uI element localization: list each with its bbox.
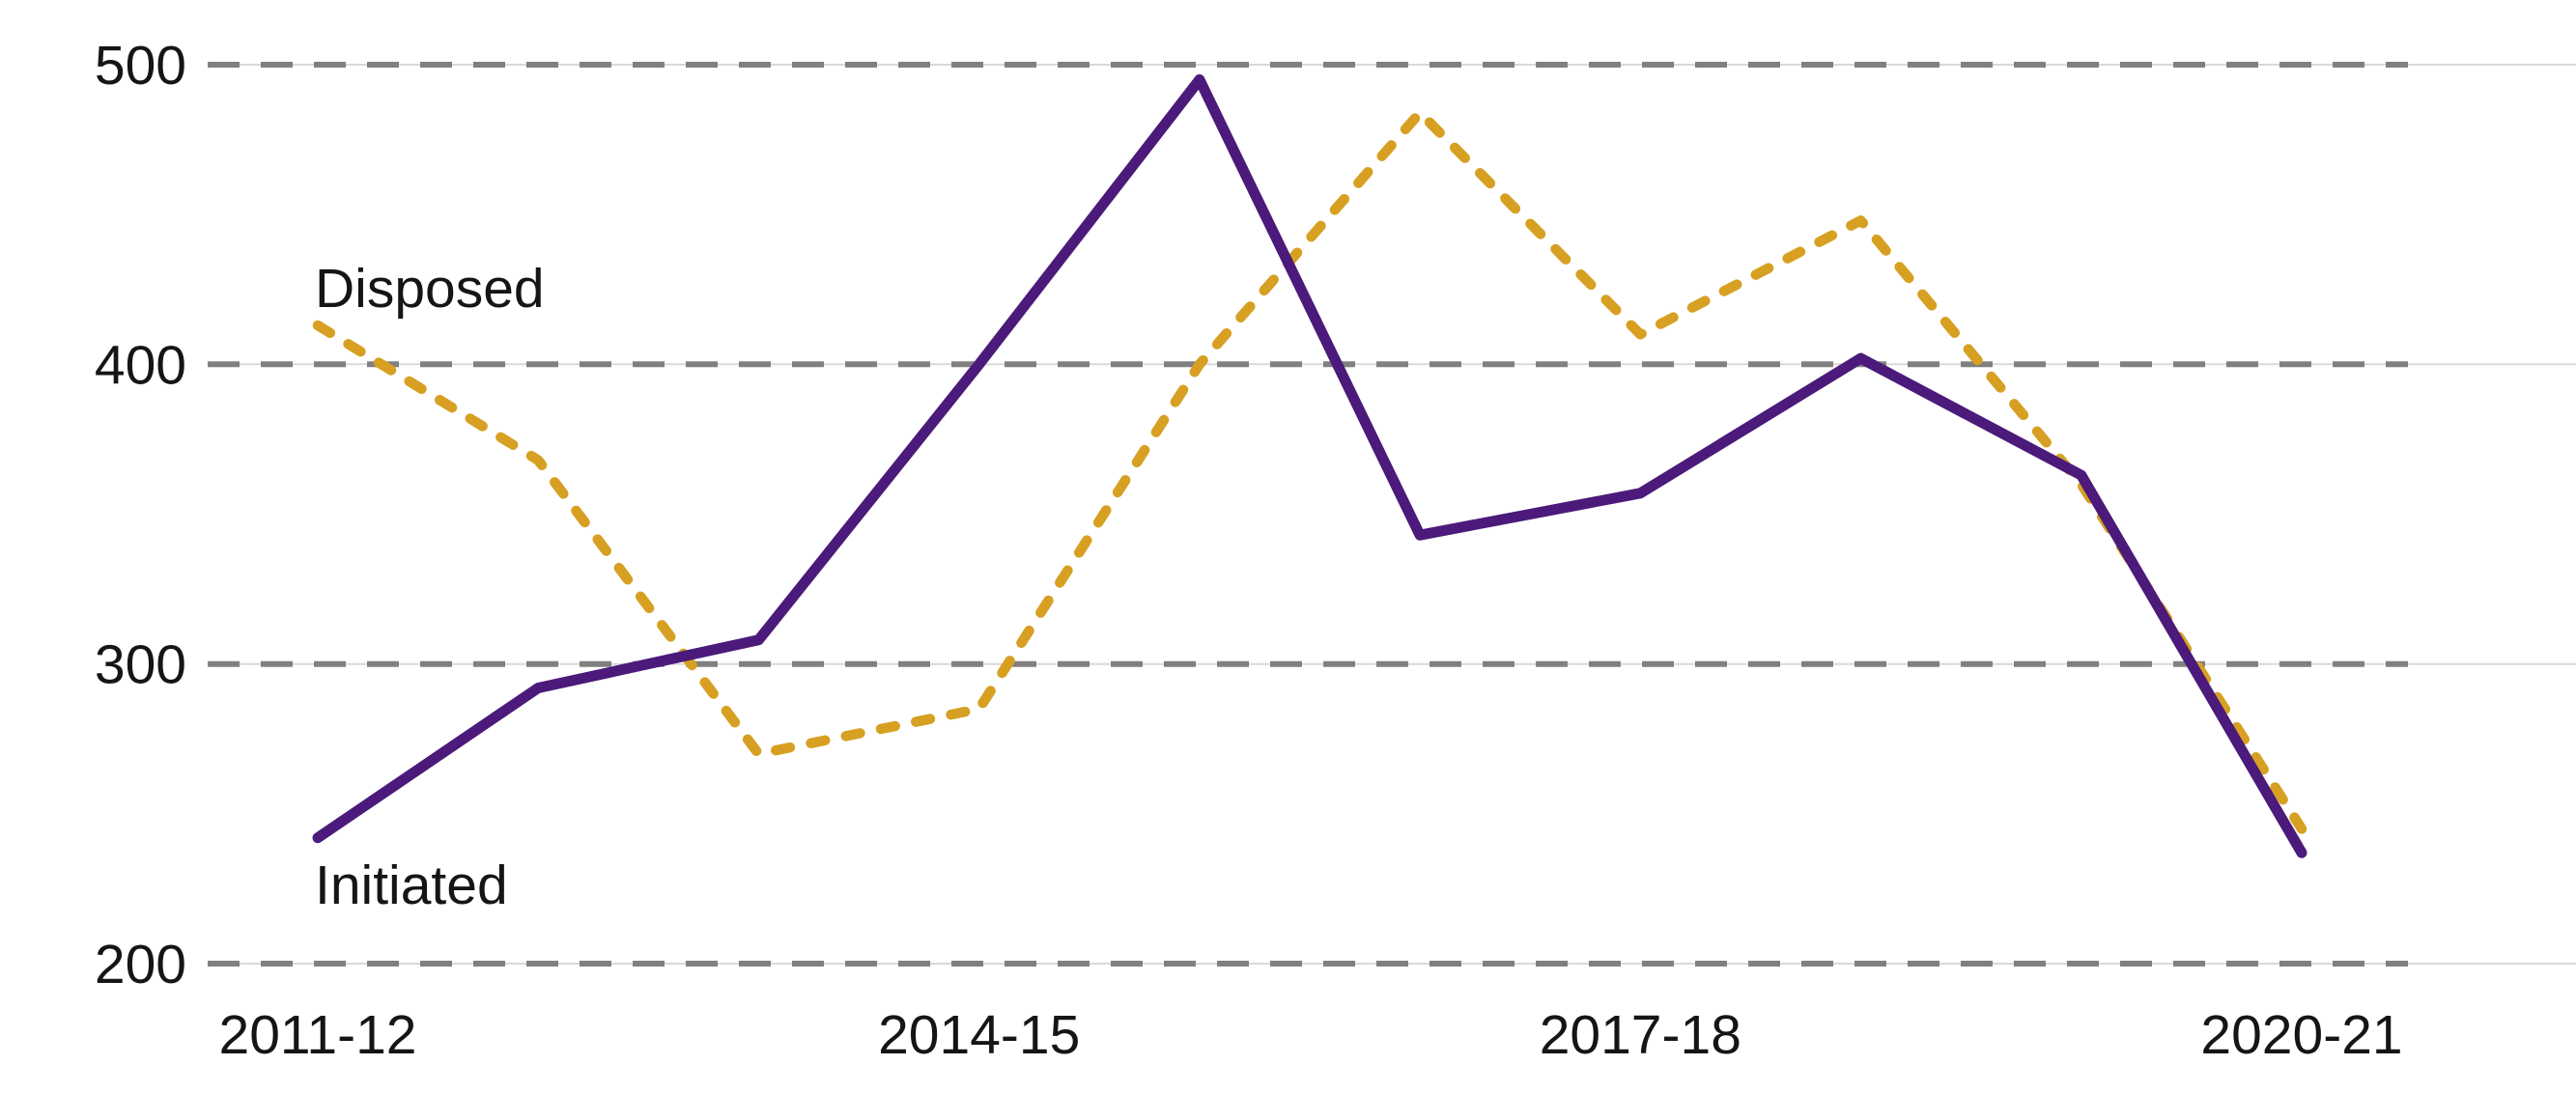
y-axis-tick-label: 500: [95, 35, 186, 97]
x-axis-tick-label: 2020-21: [2200, 1004, 2402, 1066]
series-disposed-line: [312, 107, 2307, 834]
x-axis-tick-label: 2014-15: [878, 1004, 1080, 1066]
x-axis-tick-label: 2011-12: [219, 1004, 417, 1066]
series-initiated-line: [312, 74, 2307, 858]
x-axis-tick-label: 2017-18: [1540, 1004, 1741, 1066]
series-label-initiated: Initiated: [315, 855, 508, 916]
y-axis-tick-label: 300: [95, 634, 186, 696]
y-axis-tick-label: 200: [95, 934, 186, 995]
series-label-disposed: Disposed: [315, 258, 545, 320]
y-axis-tick-label: 400: [95, 334, 186, 396]
